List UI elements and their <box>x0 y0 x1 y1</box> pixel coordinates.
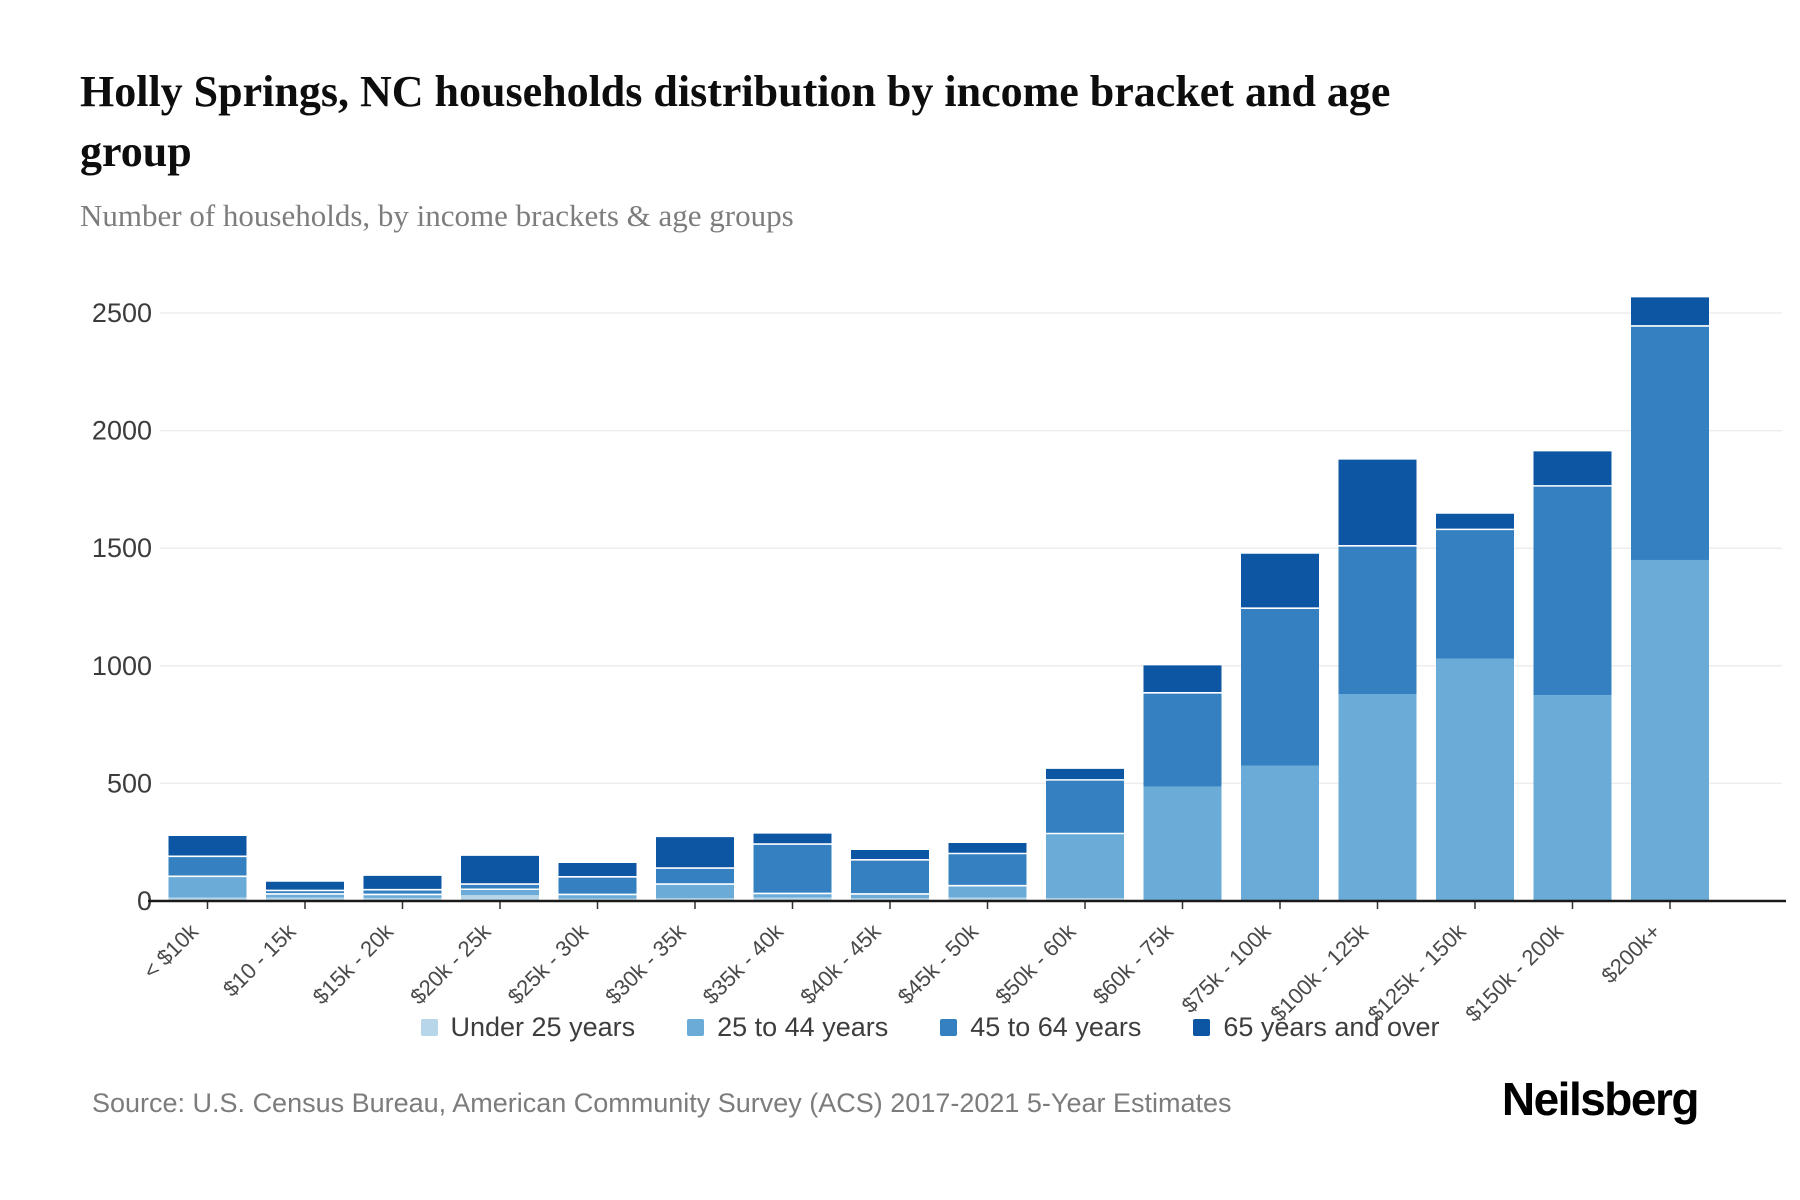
bar-segment[interactable] <box>363 894 442 898</box>
bar-segment[interactable] <box>461 884 539 890</box>
bar-segment[interactable] <box>1533 485 1612 696</box>
legend-label: 25 to 44 years <box>717 1012 889 1042</box>
bar-segment[interactable] <box>948 885 1027 898</box>
bar-segment[interactable] <box>753 832 832 845</box>
bar-segment[interactable] <box>1046 833 1124 899</box>
bar-segment[interactable] <box>461 889 539 896</box>
legend-item-under-25-years[interactable]: Under 25 years <box>420 1012 636 1043</box>
bar-segment[interactable] <box>168 876 247 898</box>
bar-segment[interactable] <box>1533 695 1612 901</box>
y-axis-tick-label: 1500 <box>92 533 152 563</box>
bar-segment[interactable] <box>1241 608 1319 766</box>
x-axis-category-label: $75k - 100k <box>1177 918 1277 1018</box>
x-axis-category-label: $50k - 60k <box>990 918 1081 1009</box>
bar-segment[interactable] <box>656 898 734 901</box>
bar-segment[interactable] <box>753 893 832 898</box>
x-axis-category-label: $200k+ <box>1596 919 1665 988</box>
bar-segment[interactable] <box>558 876 637 895</box>
legend-item-65-years-and-over[interactable]: 65 years and over <box>1193 1012 1440 1043</box>
x-axis-category-label: $25k - 30k <box>503 918 594 1009</box>
bar-segment[interactable] <box>558 862 637 877</box>
bar-segment[interactable] <box>1143 664 1222 693</box>
bar-segment[interactable] <box>753 897 832 901</box>
bar-segment[interactable] <box>168 897 247 901</box>
y-axis-tick-label: 1000 <box>92 651 152 681</box>
x-axis-category-label: $100k - 125k <box>1265 918 1373 1026</box>
bar-segment[interactable] <box>1046 898 1124 901</box>
y-axis-tick-label: 0 <box>137 886 152 916</box>
bar-segment[interactable] <box>1143 692 1222 787</box>
bar-segment[interactable] <box>168 835 247 857</box>
x-axis-category-label: $40k - 45k <box>795 918 886 1009</box>
x-axis-category-label: $35k - 40k <box>698 918 789 1009</box>
y-axis-tick-label: 500 <box>107 768 152 798</box>
y-axis-tick-label: 2000 <box>92 416 152 446</box>
bar-segment[interactable] <box>1241 765 1319 901</box>
bar-segment[interactable] <box>753 844 832 894</box>
bar-segment[interactable] <box>461 895 539 901</box>
y-axis-tick-label: 2500 <box>92 298 152 328</box>
page-title: Holly Springs, NC households distributio… <box>80 67 1391 176</box>
page-subtitle: Number of households, by income brackets… <box>80 198 794 233</box>
bar-segment[interactable] <box>266 893 344 898</box>
bar-segment[interactable] <box>363 875 442 890</box>
legend-item-25-to-44-years[interactable]: 25 to 44 years <box>687 1012 888 1043</box>
legend-swatch-icon <box>1193 1019 1211 1036</box>
x-axis-category-label: $10 - 15k <box>218 918 301 1001</box>
bar-segment[interactable] <box>266 890 344 894</box>
legend-label: 65 years and over <box>1223 1012 1440 1042</box>
bar-segment[interactable] <box>1338 545 1417 695</box>
x-axis-category-label: $15k - 20k <box>308 918 399 1009</box>
bar-segment[interactable] <box>1436 658 1514 901</box>
bar-segment[interactable] <box>1241 552 1319 609</box>
stacked-bar-chart: 0 500 1000 1500 2000 2500 < $10k $10 - 15k $15k … <box>92 295 1786 1026</box>
bar-segment[interactable] <box>266 881 344 891</box>
bar-segment[interactable] <box>1631 296 1709 326</box>
bar-segment[interactable] <box>1143 786 1222 901</box>
bar-segment[interactable] <box>1436 512 1514 530</box>
legend-item-45-to-64-years[interactable]: 45 to 64 years <box>940 1012 1141 1043</box>
source-note: Source: U.S. Census Bureau, American Com… <box>92 1088 1232 1118</box>
x-axis-category-label: $60k - 75k <box>1088 918 1179 1009</box>
bar-segment[interactable] <box>363 897 442 901</box>
bar-segment[interactable] <box>1046 779 1124 834</box>
bar-segment[interactable] <box>656 836 734 869</box>
bar-segment[interactable] <box>948 842 1027 854</box>
bar-segment[interactable] <box>851 859 929 894</box>
bar-segment[interactable] <box>1631 559 1709 901</box>
bar-segment[interactable] <box>266 897 344 901</box>
x-axis-category-label: $150k - 200k <box>1460 918 1568 1026</box>
x-axis-category-label: $125k - 150k <box>1363 918 1471 1026</box>
bar-segment[interactable] <box>948 853 1027 886</box>
legend-swatch-icon <box>940 1019 958 1036</box>
bar-segment[interactable] <box>1046 768 1124 780</box>
legend-label: 45 to 64 years <box>970 1012 1142 1042</box>
x-axis-category-label: $20k - 25k <box>405 918 496 1009</box>
bar-segment[interactable] <box>948 897 1027 901</box>
x-axis-category-label: < $10k <box>138 918 204 984</box>
bar-segment[interactable] <box>1338 458 1417 546</box>
x-axis-category-label: $30k - 35k <box>600 918 691 1009</box>
bar-segment[interactable] <box>363 889 442 895</box>
bar-segment[interactable] <box>656 868 734 885</box>
bar-segment[interactable] <box>558 894 637 899</box>
chart-legend: Under 25 years 25 to 44 years 45 to 64 yea… <box>150 1012 1710 1043</box>
bar-segment[interactable] <box>851 898 929 901</box>
bar-segment[interactable] <box>1533 450 1612 486</box>
bar-segment[interactable] <box>851 849 929 860</box>
neilsberg-logo: Neilsberg <box>1501 1073 1700 1125</box>
bar-segment[interactable] <box>656 884 734 899</box>
bar-segment[interactable] <box>1436 529 1514 659</box>
legend-swatch-icon <box>687 1019 705 1036</box>
bar-segment[interactable] <box>1338 694 1417 901</box>
bar-segment[interactable] <box>461 855 539 885</box>
bar-segment[interactable] <box>168 856 247 877</box>
legend-label: Under 25 years <box>450 1012 636 1042</box>
x-axis-category-label: $45k - 50k <box>893 918 984 1009</box>
bar-segment[interactable] <box>1631 325 1709 560</box>
bar-segment[interactable] <box>851 893 929 899</box>
legend-swatch-icon <box>420 1019 438 1036</box>
